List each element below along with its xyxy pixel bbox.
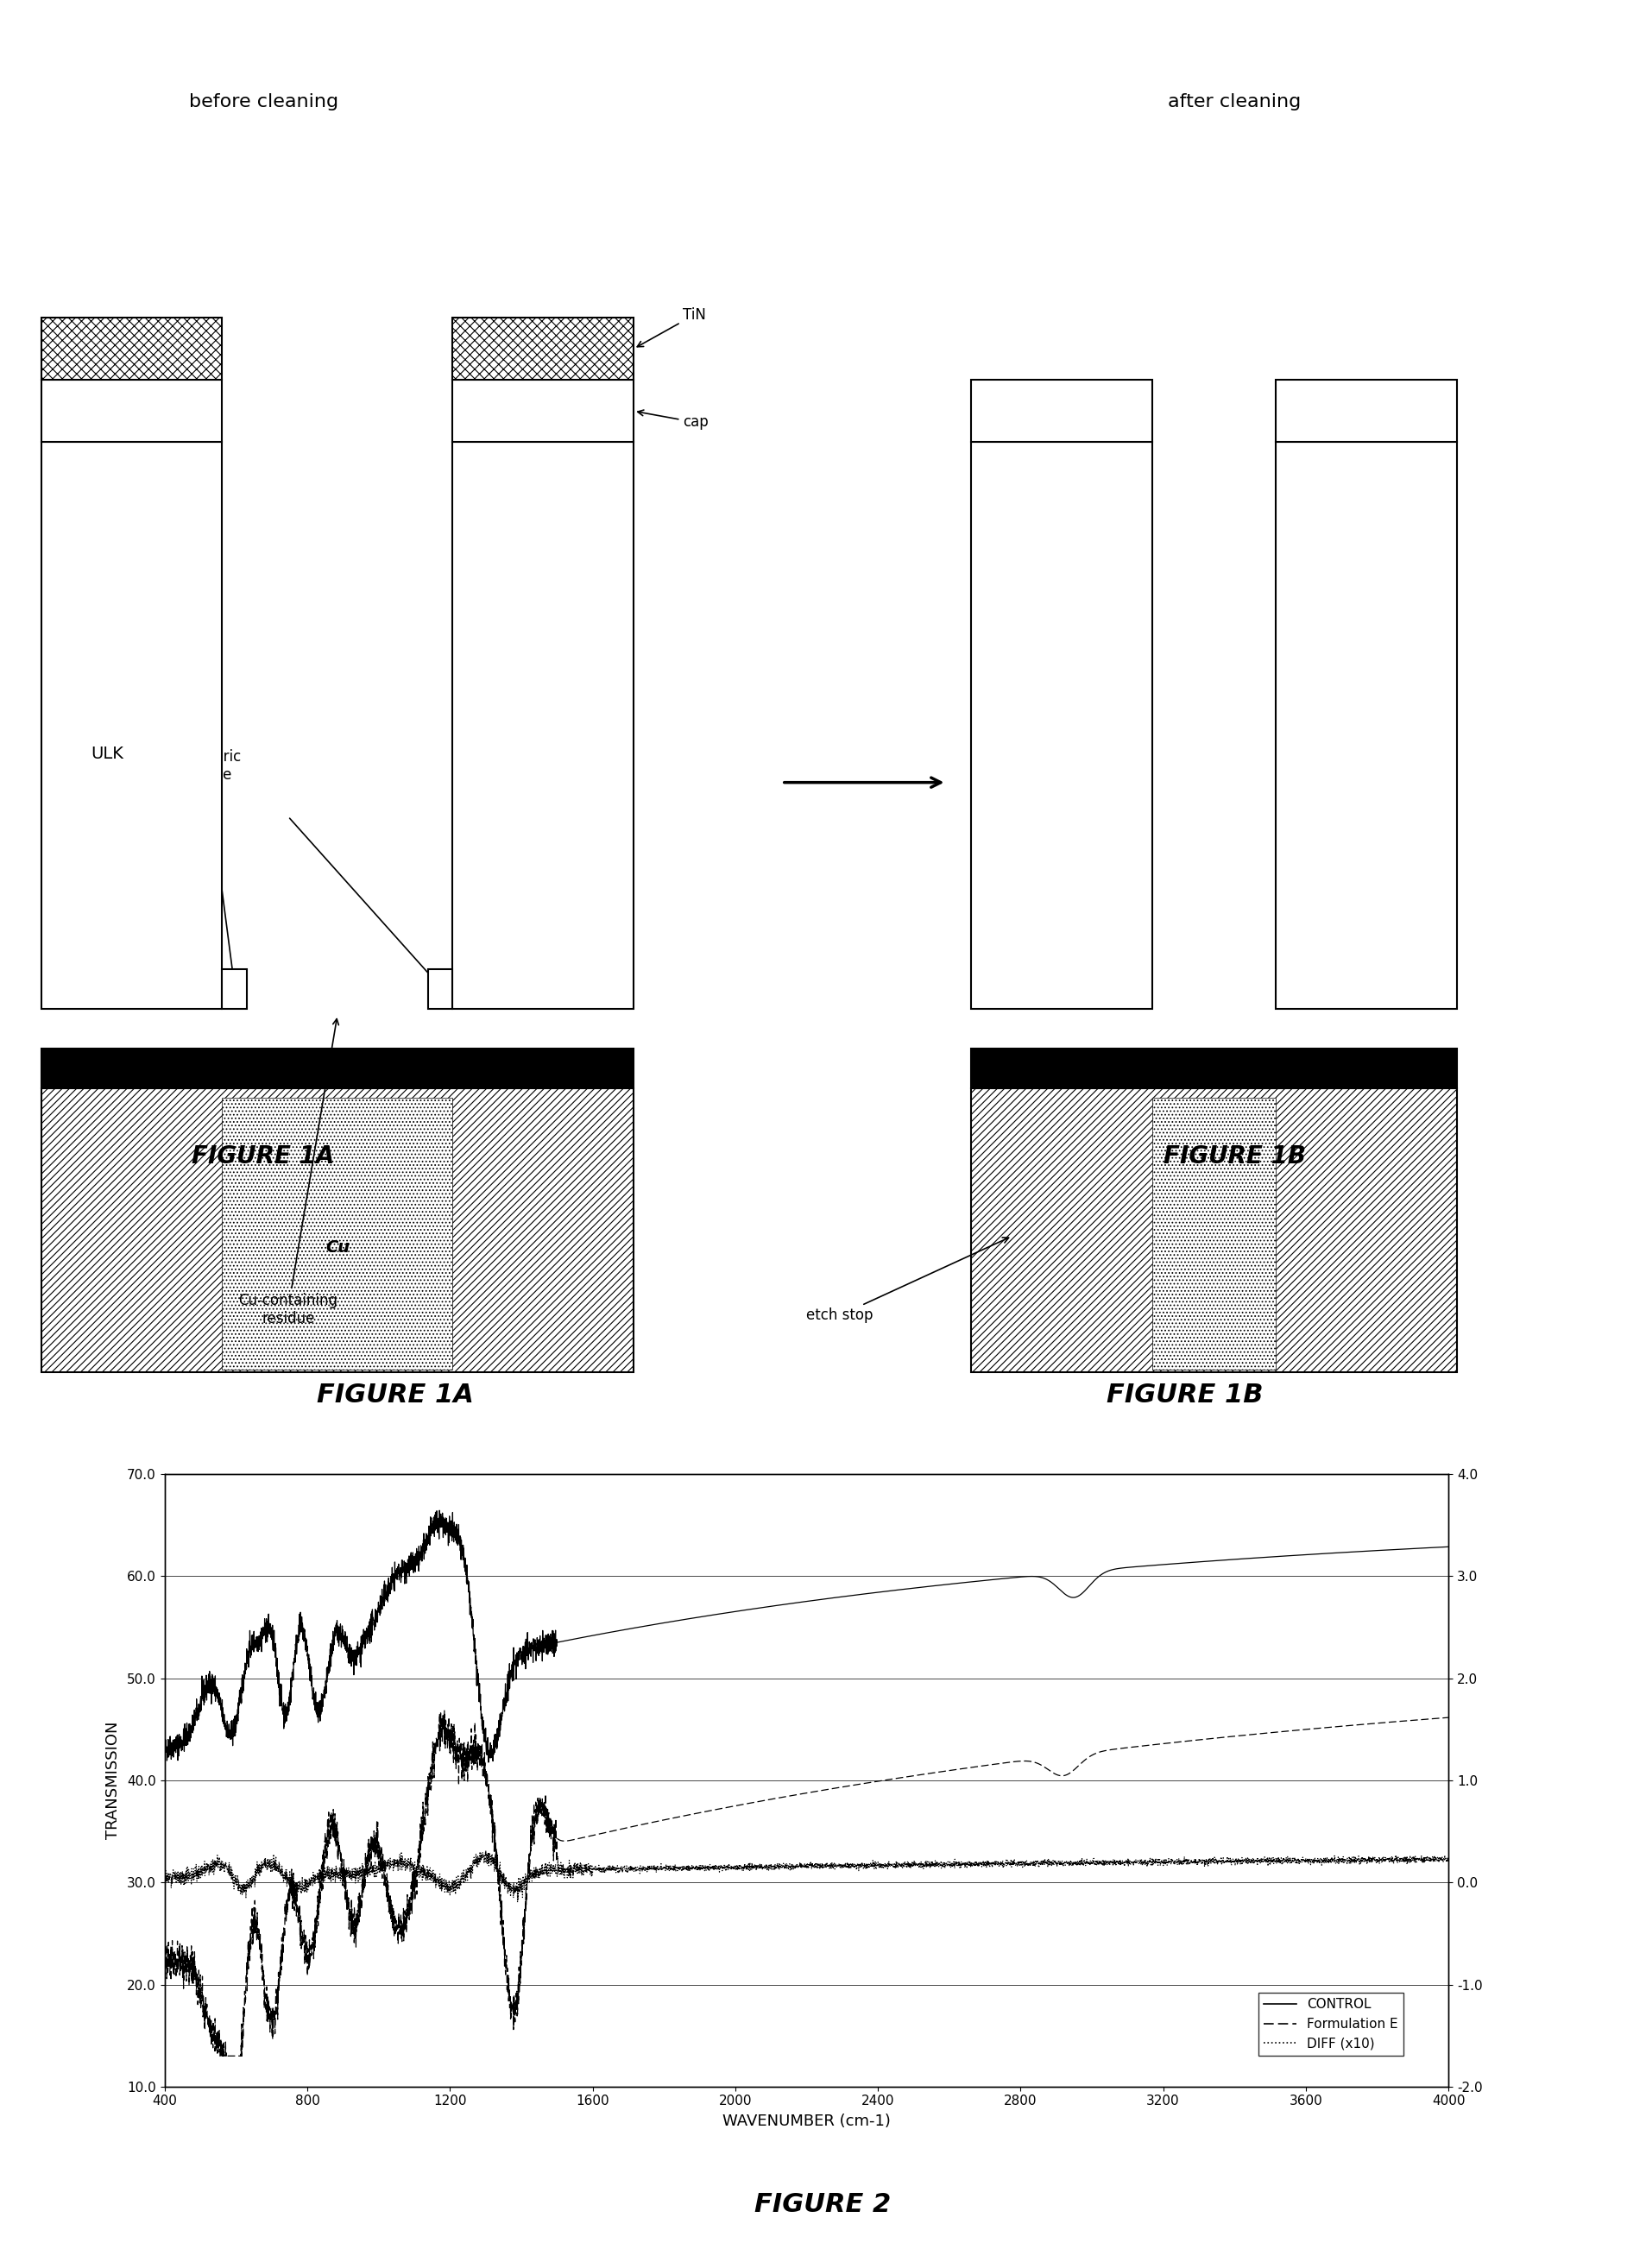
Text: FIGURE 1B: FIGURE 1B — [1106, 1381, 1264, 1408]
Formulation E — [762, 1785, 782, 1812]
DIFF (x10) — [591, 1855, 611, 1882]
CONTROL — [1439, 1533, 1458, 1560]
Bar — [428, 971, 453, 1009]
CONTROL — [430, 1497, 449, 1524]
Bar — [971, 1048, 1457, 1089]
Text: TiN: TiN — [637, 306, 706, 347]
Bar — [41, 442, 222, 1009]
Formulation E — [591, 1819, 611, 1846]
CONTROL — [479, 1749, 499, 1776]
Text: FIGURE 1A: FIGURE 1A — [316, 1381, 474, 1408]
Bar — [1152, 1098, 1276, 1370]
Bar — [41, 1089, 634, 1372]
Line: Formulation E: Formulation E — [165, 1710, 1448, 2055]
Text: etch stop: etch stop — [807, 1238, 1009, 1322]
Bar — [453, 318, 634, 381]
Text: FIGURE 1A: FIGURE 1A — [193, 1145, 334, 1168]
Bar — [41, 318, 222, 381]
CONTROL — [591, 1619, 611, 1647]
DIFF (x10) — [1384, 1846, 1404, 1873]
Bar — [41, 1048, 634, 1089]
Formulation E — [1129, 1733, 1149, 1760]
Bar — [222, 971, 247, 1009]
Line: CONTROL: CONTROL — [165, 1510, 1448, 1762]
Text: cap: cap — [637, 411, 709, 431]
Bar — [971, 381, 1152, 442]
Bar — [971, 1089, 1457, 1372]
Bar — [41, 381, 222, 442]
DIFF (x10) — [476, 1837, 495, 1864]
DIFF (x10) — [1369, 1846, 1389, 1873]
Text: FIGURE 1B: FIGURE 1B — [1164, 1145, 1305, 1168]
X-axis label: WAVENUMBER (cm-1): WAVENUMBER (cm-1) — [723, 2114, 890, 2130]
DIFF (x10) — [1439, 1846, 1458, 1873]
Formulation E — [1369, 1710, 1389, 1737]
Line: DIFF (x10): DIFF (x10) — [165, 1851, 1448, 1903]
CONTROL — [155, 1733, 174, 1760]
Formulation E — [1093, 1737, 1113, 1765]
Formulation E — [211, 2041, 230, 2068]
Bar — [222, 1098, 453, 1370]
Y-axis label: TRANSMISSION: TRANSMISSION — [105, 1721, 120, 1839]
CONTROL — [1384, 1535, 1404, 1563]
Text: Cu-containing
residue: Cu-containing residue — [239, 1018, 339, 1327]
Bar — [453, 442, 634, 1009]
DIFF (x10) — [1129, 1848, 1149, 1876]
CONTROL — [1369, 1538, 1389, 1565]
CONTROL — [1129, 1554, 1149, 1581]
Text: FIGURE 2: FIGURE 2 — [756, 2191, 890, 2218]
Formulation E — [1384, 1708, 1404, 1735]
Text: Cu: Cu — [326, 1238, 349, 1256]
Formulation E — [435, 1696, 454, 1724]
Formulation E — [1439, 1703, 1458, 1730]
Bar — [1276, 442, 1457, 1009]
DIFF (x10) — [155, 1867, 174, 1894]
DIFF (x10) — [507, 1889, 527, 1916]
Text: polymeric
residue: polymeric residue — [170, 748, 242, 982]
CONTROL — [1093, 1560, 1113, 1588]
DIFF (x10) — [1093, 1848, 1113, 1876]
Bar — [1276, 381, 1457, 442]
Formulation E — [155, 1948, 174, 1975]
Text: ULK: ULK — [91, 746, 123, 762]
DIFF (x10) — [762, 1853, 782, 1880]
Text: before cleaning: before cleaning — [189, 93, 337, 111]
Text: after cleaning: after cleaning — [1169, 93, 1300, 111]
Legend: CONTROL, Formulation E, DIFF (x10): CONTROL, Formulation E, DIFF (x10) — [1258, 1994, 1404, 2055]
Bar — [971, 442, 1152, 1009]
CONTROL — [762, 1592, 782, 1619]
Bar — [453, 381, 634, 442]
